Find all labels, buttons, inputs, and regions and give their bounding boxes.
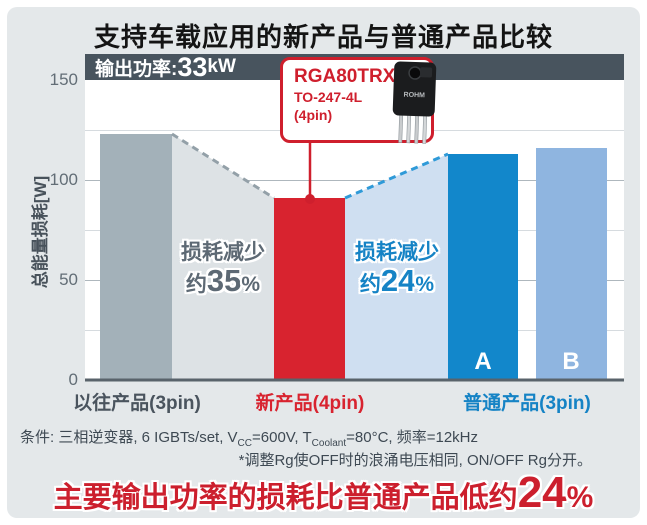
annotation-35-line2: 约35% [143,263,303,300]
page-title: 支持车载应用的新产品与普通产品比较 [93,22,553,52]
annotation-loss-35: 损耗减少 约35% [143,240,303,300]
bar-3 [536,148,607,380]
annotation-24-line1: 损耗减少 [355,241,439,264]
gridline-100 [85,180,624,181]
y-tick-0: 0 [68,370,78,389]
annotation-35-suffix: % [241,273,261,296]
dashed-line-gray [171,132,275,200]
chip-brand-text: ROHM [403,92,425,100]
dashed-line-blue [344,152,449,200]
chip-notch [419,67,433,78]
callout-package: TO-247-4L [294,89,363,105]
callout-part-number: RGA80TRX2E [294,66,419,87]
output-power-label: 输出功率: [95,58,178,80]
callout-connector-dot [305,194,315,204]
loss-reduction-area-gray [172,134,274,380]
condition-part3: =80°C, 频率=12kHz [346,429,479,446]
output-power-value: 33 [177,52,208,82]
bar-0 [100,134,172,380]
y-tick-150: 150 [49,70,78,89]
condition-sub-coolant: Coolant [311,438,347,449]
y-tick-50: 50 [59,270,78,289]
chip-mounting-hole [408,66,422,80]
headline-percent: % [566,481,594,514]
footnote: *调整Rg使OFF时的浪涌电压相同, ON/OFF Rg分开。 [238,452,592,469]
condition-part2: =600V, T [252,429,312,446]
annotation-35-prefix: 约 [185,273,207,296]
chip-pin [422,113,428,144]
category-label-previous: 以往产品(3pin) [73,393,201,414]
annotation-35-line1: 损耗减少 [181,241,265,264]
callout-pins: (4pin) [294,107,333,123]
chip-pin [414,112,420,144]
bar-label-a: A [474,348,492,375]
category-label-new: 新产品(4pin) [255,393,365,414]
bar-label-b: B [562,348,580,375]
transistor-package-image: ROHM [392,61,437,144]
headline-value: 24 [517,468,567,517]
output-power-unit: kW [207,56,236,77]
bar-2 [448,154,518,380]
bottom-headline: 主要输出功率的损耗比普通产品低约24% [0,468,647,518]
chip-pin [398,112,404,143]
annotation-24-line2: 约24% [317,263,477,300]
annotation-loss-24: 损耗减少 约24% [317,240,477,300]
annotation-24-prefix: 约 [359,273,381,296]
category-label-common: 普通产品(3pin) [463,393,591,414]
chip-pin [406,112,412,144]
condition-sub-vcc: CC [237,438,252,449]
condition-part1: 条件: 三相逆变器, 6 IGBTs/set, V [20,429,238,446]
bar-1 [274,198,345,380]
annotation-24-suffix: % [415,273,435,296]
annotation-24-value: 24 [380,263,416,298]
test-conditions: 条件: 三相逆变器, 6 IGBTs/set, VCC=600V, TCoola… [20,426,478,449]
y-tick-100: 100 [49,170,78,189]
headline-text: 主要输出功率的损耗比普通产品低约 [53,482,518,514]
annotation-35-value: 35 [206,263,242,298]
loss-reduction-area-blue [345,154,448,380]
